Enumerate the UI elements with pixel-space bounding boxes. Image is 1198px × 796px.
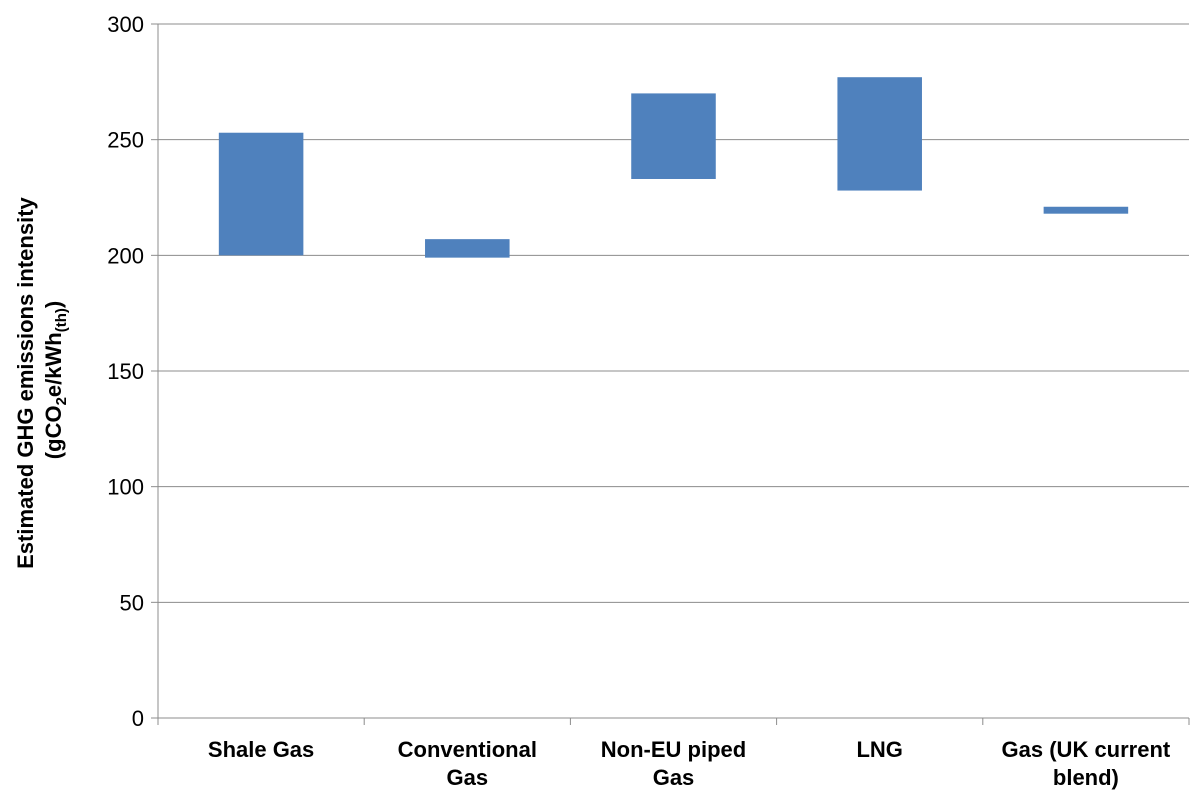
x-category-labels: Shale Gas Conventional Gas Non-EU piped Gas L… [208,737,1171,790]
bar [631,93,716,179]
x-category-label: LNG [856,737,902,762]
y-tick-labels: 0 50 100 150 200 250 300 [107,12,144,731]
bar [218,132,304,256]
x-category-label: Shale Gas [208,737,314,762]
y-axis-title-line1: Estimated GHG emissions intensity [13,196,38,568]
y-axis-title: Estimated GHG emissions intensity (gCO2e… [13,191,70,569]
y-tick-label: 300 [107,12,144,37]
y-tick-label: 0 [132,706,144,731]
x-category-label: Gas (UK current blend) [1002,737,1171,790]
y-tick-label: 100 [107,475,144,500]
bar [1043,206,1129,214]
y-tick-label: 200 [107,243,144,268]
bar [837,77,922,191]
y-tick-label: 150 [107,359,144,384]
y-tick-label: 50 [120,590,144,615]
bars [218,77,1129,258]
bar [425,239,510,258]
x-category-label: Non-EU piped Gas [601,737,746,790]
x-category-label: Conventional Gas [398,737,537,790]
y-tick-label: 250 [107,128,144,153]
axes [151,23,1190,725]
y-axis-title-line2: (gCO2e/kWh(th)) [41,301,70,459]
